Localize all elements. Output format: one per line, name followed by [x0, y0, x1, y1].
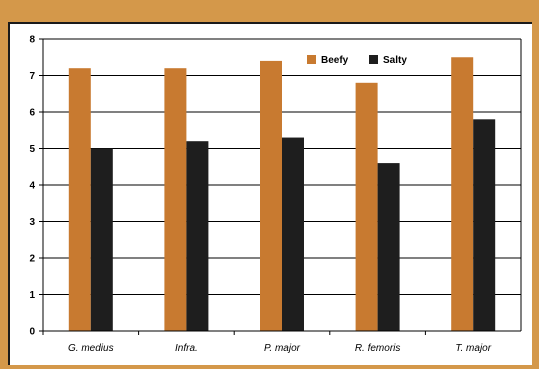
bar-beefy-3: [355, 82, 378, 331]
legend-swatch-beefy: [307, 55, 316, 64]
y-tick-label: 7: [29, 71, 35, 82]
x-category-label: T. major: [455, 343, 491, 354]
legend-label-salty: Salty: [383, 55, 407, 66]
bar-salty-4: [473, 119, 496, 331]
y-tick-labels: 0 1 2 3 4 5 6 7 8: [29, 35, 35, 338]
y-tick-label: 1: [29, 290, 35, 301]
x-category-label: R. femoris: [355, 343, 401, 354]
bar-beefy-0: [68, 68, 91, 331]
bars: [68, 57, 496, 332]
bar-salty-1: [186, 141, 209, 331]
y-tick-label: 8: [29, 35, 35, 46]
legend-label-beefy: Beefy: [321, 55, 349, 66]
bar-salty-0: [90, 148, 113, 331]
x-category-label: Infra.: [175, 343, 198, 354]
y-tick-label: 3: [29, 217, 35, 228]
bar-beefy-1: [164, 68, 187, 331]
x-category-label: G. medius: [68, 343, 114, 354]
legend: Beefy Salty: [307, 55, 407, 66]
bar-salty-2: [282, 137, 304, 331]
y-tick-label: 5: [29, 144, 35, 155]
x-category-label: P. major: [264, 343, 301, 354]
y-tick-label: 6: [29, 108, 35, 119]
bar-beefy-2: [260, 60, 282, 332]
x-category-labels: G. medius Infra. P. major R. femoris T. majo…: [68, 343, 492, 354]
y-tick-label: 4: [29, 181, 35, 192]
bar-salty-3: [377, 163, 400, 331]
y-tick-label: 2: [29, 254, 35, 265]
bar-beefy-4: [451, 57, 474, 331]
axes: [39, 38, 522, 335]
y-tick-label: 0: [29, 327, 35, 338]
legend-swatch-salty: [369, 55, 378, 64]
